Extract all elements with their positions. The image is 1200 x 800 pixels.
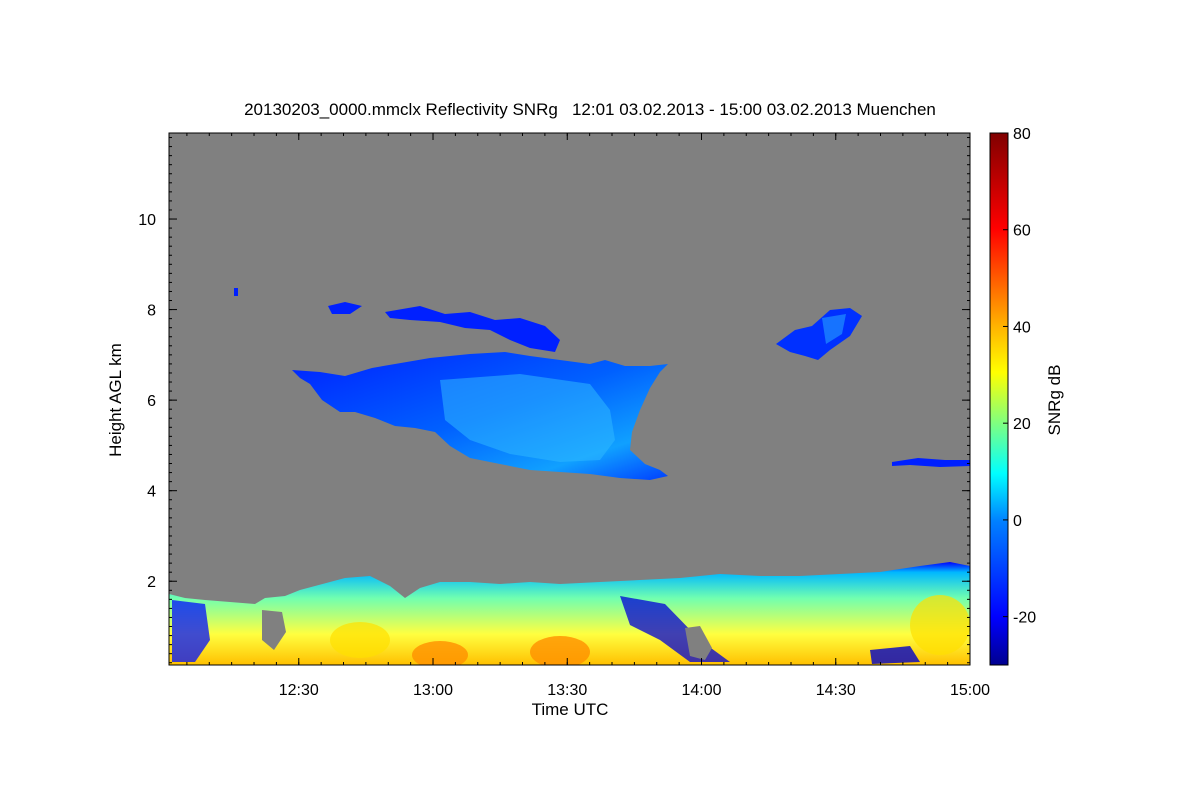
- y-axis-title: Height AGL km: [106, 343, 125, 457]
- upper-cloud-core: [822, 314, 846, 344]
- colorbar-tick-label: -20: [1013, 610, 1036, 627]
- high-snr-core: [330, 622, 390, 658]
- cloud-core: [440, 374, 615, 462]
- x-tick-label: 13:30: [547, 682, 587, 699]
- gray-gap: [262, 610, 286, 650]
- gray-gap: [685, 626, 712, 660]
- chart-title: 20130203_0000.mmclx Reflectivity SNRg 12…: [244, 100, 936, 119]
- colorbar-title: SNRg dB: [1045, 365, 1064, 436]
- y-tick-label: 6: [147, 393, 156, 410]
- plot-frame: [168, 132, 971, 666]
- x-tick-label: 12:30: [279, 682, 319, 699]
- y-tick-label: 4: [147, 484, 156, 501]
- x-axis-title: Time UTC: [532, 700, 609, 719]
- colorbar-tick-label: 80: [1013, 126, 1031, 143]
- low-snr-pocket: [870, 646, 920, 664]
- y-tick-label: 8: [147, 303, 156, 320]
- colorbar-tick-label: 60: [1013, 223, 1031, 240]
- x-tick-label: 14:30: [816, 682, 856, 699]
- high-snr-core: [910, 595, 970, 655]
- y-axis: 2 4 6 8 10: [138, 137, 970, 664]
- low-snr-pocket: [172, 600, 210, 662]
- high-snr-core: [412, 641, 468, 665]
- upper-cloud-fragment: [328, 302, 362, 314]
- colorbar-tick-label: 20: [1013, 416, 1031, 433]
- x-tick-label: 14:00: [681, 682, 721, 699]
- y-tick-label: 2: [147, 574, 156, 591]
- x-tick-label: 15:00: [950, 682, 990, 699]
- upper-cloud-fragment: [385, 306, 560, 352]
- high-snr-core: [530, 636, 590, 665]
- colorbar: [989, 132, 1009, 666]
- x-axis: 12:30 13:00 13:30 14:00 14:30 15:00: [186, 133, 990, 699]
- upper-cloud-fragment: [234, 288, 238, 296]
- colorbar-axis: -20 0 20 40 60 80: [1003, 126, 1036, 627]
- colorbar-tick-label: 40: [1013, 319, 1031, 336]
- y-tick-label: 10: [138, 212, 156, 229]
- thin-layer: [892, 458, 970, 467]
- x-tick-label: 13:00: [413, 682, 453, 699]
- colorbar-tick-label: 0: [1013, 513, 1022, 530]
